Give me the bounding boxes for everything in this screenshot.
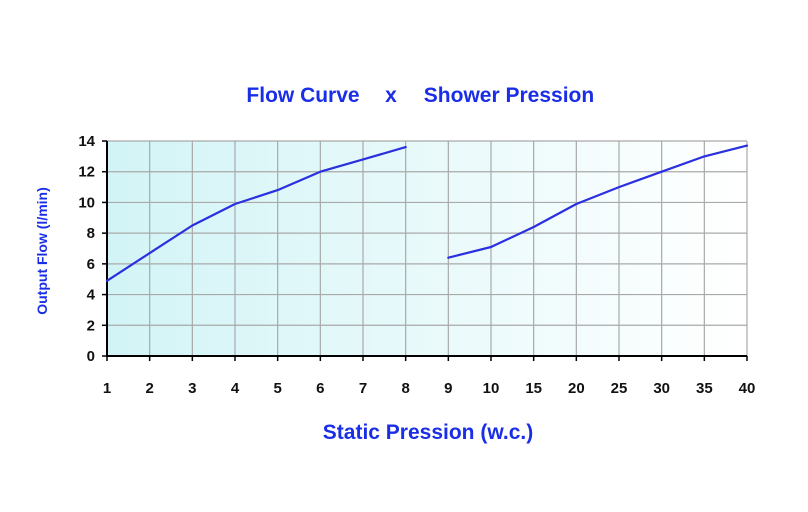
chart-title-part-1: Flow Curve — [246, 84, 359, 107]
y-tick-label: 8 — [87, 225, 95, 242]
x-tick-label: 1 — [103, 380, 111, 397]
y-tick-label: 4 — [87, 287, 96, 304]
grid — [107, 140, 748, 356]
x-tick-label: 7 — [359, 380, 367, 397]
y-tick-label: 12 — [78, 164, 95, 181]
chart-title-part-3: Shower Pression — [424, 84, 594, 107]
x-tick-label: 3 — [188, 380, 196, 397]
x-tick-label: 6 — [316, 380, 324, 397]
x-tick-label: 25 — [611, 380, 628, 397]
axes — [102, 140, 748, 361]
series — [105, 144, 749, 282]
chart-title-part-2: x — [385, 84, 397, 107]
x-tick-label: 30 — [653, 380, 670, 397]
y-axis-label: Output Flow (l/min) — [34, 187, 50, 315]
x-tick-label: 20 — [568, 380, 585, 397]
series-line-segment-1 — [105, 146, 407, 282]
x-tick-label: 10 — [483, 380, 500, 397]
series-line-segment-2 — [447, 144, 749, 259]
x-tick-label: 5 — [273, 380, 281, 397]
x-tick-label: 9 — [444, 380, 452, 397]
y-tick-label: 2 — [87, 317, 95, 334]
y-tick-label: 0 — [87, 348, 95, 365]
x-tick-label: 2 — [145, 380, 153, 397]
plot-background — [107, 141, 747, 356]
x-tick-label: 15 — [525, 380, 542, 397]
y-tick-label: 14 — [78, 133, 95, 150]
y-tick-label: 6 — [87, 256, 95, 273]
y-tick-label: 10 — [78, 194, 95, 211]
x-tick-label: 40 — [739, 380, 756, 397]
x-tick-label: 35 — [696, 380, 713, 397]
x-tick-label: 4 — [231, 380, 240, 397]
x-axis-label: Static Pression (w.c.) — [323, 421, 533, 444]
x-tick-label: 8 — [401, 380, 409, 397]
